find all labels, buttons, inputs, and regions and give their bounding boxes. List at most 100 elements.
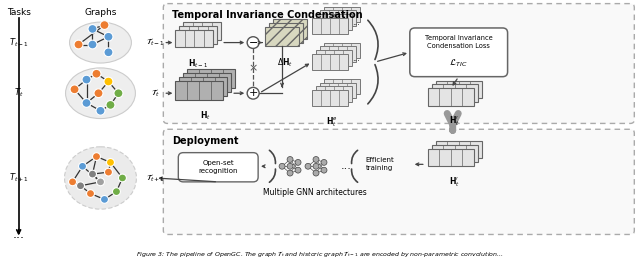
- Bar: [324, 7, 360, 22]
- Circle shape: [313, 170, 319, 176]
- Text: +: +: [248, 88, 258, 98]
- Text: Figure 3: The pipeline of OpenGC. The graph $\mathcal{T}_t$ and historic graph $: Figure 3: The pipeline of OpenGC. The gr…: [136, 249, 504, 259]
- Text: $\mathcal{L}_{TIC}$: $\mathcal{L}_{TIC}$: [449, 57, 468, 69]
- FancyBboxPatch shape: [163, 129, 634, 234]
- Bar: [436, 141, 482, 158]
- Text: ...: ...: [352, 54, 360, 63]
- Text: $\mathcal{T}_{t+1}$: $\mathcal{T}_{t+1}$: [146, 172, 165, 184]
- Circle shape: [295, 159, 301, 165]
- Circle shape: [74, 40, 83, 49]
- Text: $\mathbf{H}_t'$: $\mathbf{H}_t'$: [449, 115, 460, 128]
- Bar: [320, 82, 356, 98]
- Circle shape: [313, 157, 319, 162]
- Bar: [183, 73, 231, 92]
- Bar: [179, 77, 227, 96]
- Text: Open-set
recognition: Open-set recognition: [198, 160, 238, 174]
- Bar: [320, 10, 356, 26]
- Bar: [316, 86, 352, 102]
- Circle shape: [100, 21, 109, 29]
- Bar: [436, 81, 482, 98]
- Circle shape: [70, 85, 79, 94]
- Text: $\mathcal{T}_{t-1}$: $\mathcal{T}_{t-1}$: [146, 37, 165, 48]
- Circle shape: [86, 190, 95, 198]
- Text: $\mathbf{H}_t^e$: $\mathbf{H}_t^e$: [326, 116, 338, 129]
- Bar: [269, 23, 303, 43]
- Text: $\Delta\mathbf{H}_t$: $\Delta\mathbf{H}_t$: [277, 56, 293, 69]
- FancyBboxPatch shape: [179, 153, 258, 182]
- Bar: [432, 85, 477, 102]
- Text: ...: ...: [352, 18, 360, 27]
- Bar: [179, 26, 217, 44]
- Bar: [175, 81, 223, 100]
- Circle shape: [68, 178, 77, 186]
- Text: $\mathcal{T}_t$: $\mathcal{T}_t$: [151, 87, 160, 99]
- Bar: [316, 14, 352, 30]
- Text: Temporal Invariance Condensation: Temporal Invariance Condensation: [172, 10, 363, 20]
- Circle shape: [88, 170, 97, 178]
- Circle shape: [92, 69, 101, 78]
- Text: $\mathbf{H}_t$: $\mathbf{H}_t$: [200, 110, 211, 122]
- Circle shape: [305, 163, 311, 169]
- Ellipse shape: [65, 147, 136, 209]
- Circle shape: [113, 188, 120, 195]
- Text: ...: ...: [340, 161, 351, 171]
- Text: $\mathbf{H}_{t-1}$: $\mathbf{H}_{t-1}$: [188, 57, 208, 70]
- Circle shape: [104, 77, 113, 86]
- Circle shape: [77, 182, 84, 190]
- Bar: [320, 46, 356, 62]
- Bar: [324, 43, 360, 58]
- Bar: [312, 18, 348, 34]
- Circle shape: [279, 163, 285, 169]
- Bar: [428, 88, 474, 106]
- Circle shape: [321, 159, 327, 165]
- Circle shape: [88, 40, 97, 49]
- Circle shape: [321, 167, 327, 173]
- Bar: [175, 30, 213, 48]
- Circle shape: [104, 32, 113, 41]
- Circle shape: [247, 37, 259, 49]
- Circle shape: [97, 178, 104, 186]
- Bar: [183, 22, 221, 40]
- Ellipse shape: [70, 22, 131, 63]
- Circle shape: [82, 75, 91, 84]
- Circle shape: [79, 162, 86, 170]
- Bar: [316, 50, 352, 66]
- Text: −: −: [248, 38, 258, 48]
- Text: $\times$: $\times$: [248, 63, 258, 73]
- Circle shape: [247, 87, 259, 99]
- Text: $\mathbf{H}_t'$: $\mathbf{H}_t'$: [449, 175, 460, 188]
- Circle shape: [82, 99, 91, 107]
- Bar: [273, 19, 307, 39]
- Circle shape: [96, 106, 105, 115]
- Text: ...: ...: [13, 228, 25, 241]
- Bar: [188, 69, 235, 88]
- Bar: [324, 79, 360, 94]
- Text: Multiple GNN architectures: Multiple GNN architectures: [263, 188, 367, 197]
- Circle shape: [287, 157, 293, 162]
- Circle shape: [106, 158, 115, 166]
- FancyBboxPatch shape: [410, 28, 508, 77]
- Circle shape: [104, 168, 113, 176]
- Circle shape: [100, 195, 108, 203]
- Circle shape: [106, 100, 115, 109]
- Circle shape: [114, 89, 123, 98]
- Text: Temporal Invariance
Condensation Loss: Temporal Invariance Condensation Loss: [425, 35, 493, 49]
- Circle shape: [94, 89, 103, 98]
- Circle shape: [118, 174, 127, 182]
- Bar: [312, 90, 348, 106]
- Circle shape: [88, 25, 97, 33]
- Text: $T_{t-1}$: $T_{t-1}$: [9, 36, 29, 49]
- Text: Efficient
training: Efficient training: [365, 157, 394, 171]
- Circle shape: [313, 163, 319, 169]
- Circle shape: [287, 163, 293, 169]
- Circle shape: [295, 167, 301, 173]
- Text: $T_{t+1}$: $T_{t+1}$: [9, 172, 29, 184]
- Text: Tasks: Tasks: [6, 9, 31, 17]
- Text: Deployment: Deployment: [172, 136, 239, 146]
- FancyBboxPatch shape: [163, 4, 634, 123]
- Bar: [265, 27, 299, 46]
- Circle shape: [104, 48, 113, 57]
- Text: $T_t$: $T_t$: [14, 87, 24, 99]
- Ellipse shape: [65, 68, 136, 118]
- Circle shape: [287, 170, 293, 176]
